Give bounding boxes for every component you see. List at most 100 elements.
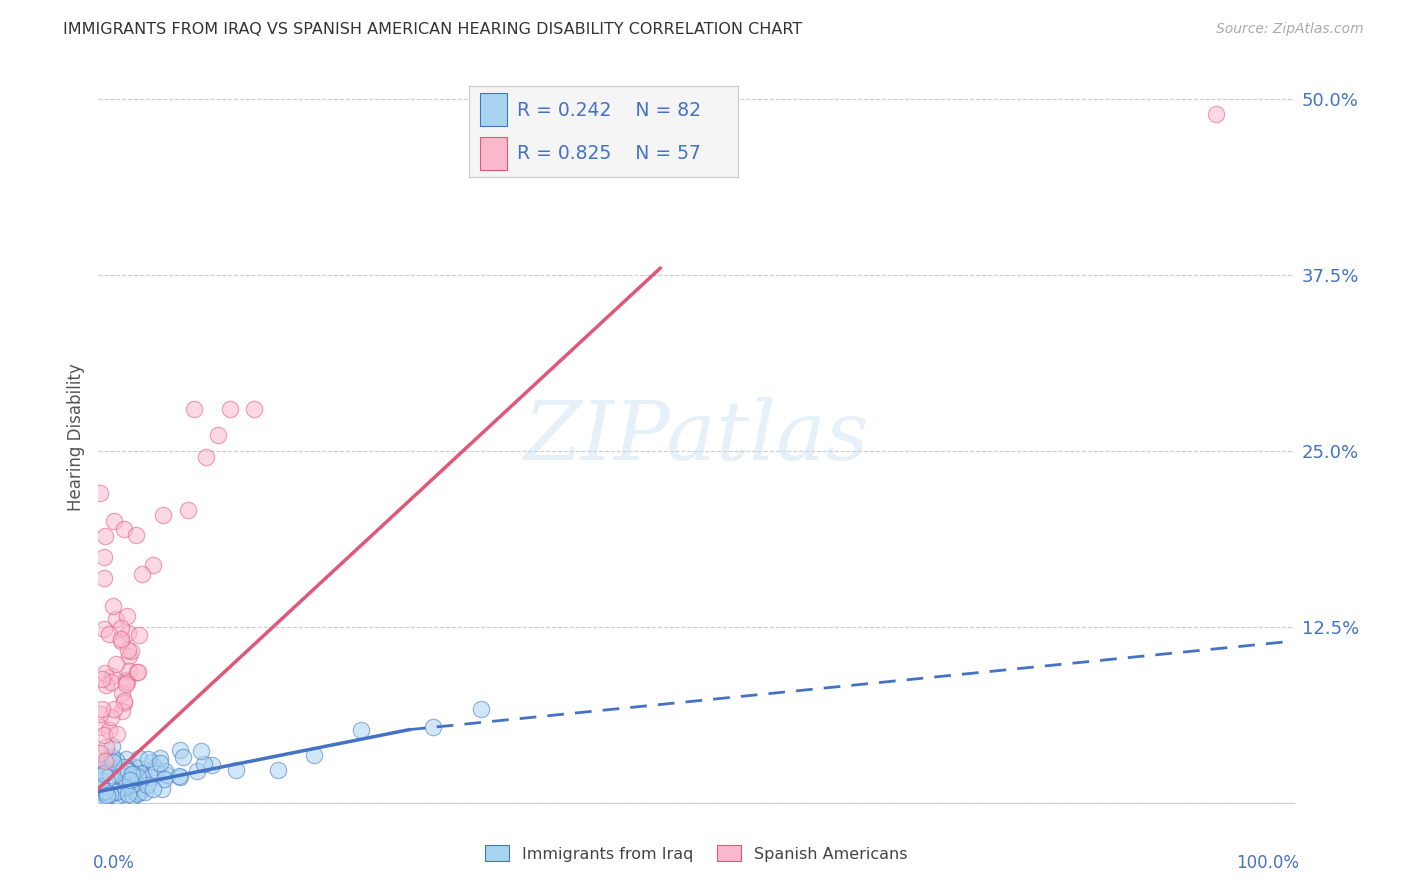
Point	[108, 769, 131, 783]
Point	[90, 720, 112, 734]
Point	[186, 764, 208, 778]
Point	[93, 765, 115, 780]
Point	[112, 694, 135, 708]
Point	[117, 787, 139, 801]
Point	[195, 450, 218, 464]
Point	[422, 720, 444, 734]
Point	[142, 558, 165, 573]
Point	[172, 750, 194, 764]
Point	[96, 740, 118, 755]
Point	[93, 766, 115, 780]
Point	[94, 678, 117, 692]
Point	[350, 723, 373, 737]
Point	[127, 665, 149, 679]
Point	[124, 759, 146, 773]
Point	[100, 753, 122, 767]
Point	[120, 644, 142, 658]
Point	[115, 752, 138, 766]
Point	[93, 767, 115, 781]
Point	[117, 643, 139, 657]
Point	[117, 625, 139, 640]
Point	[91, 702, 114, 716]
Text: 0.0%: 0.0%	[93, 854, 135, 872]
Point	[103, 756, 125, 770]
Point	[100, 753, 122, 767]
Point	[152, 508, 174, 522]
Point	[89, 774, 111, 789]
Point	[105, 785, 128, 799]
Point	[103, 515, 125, 529]
Point	[94, 754, 117, 768]
Point	[105, 753, 128, 767]
Point	[105, 726, 128, 740]
Point	[177, 502, 200, 516]
Point	[122, 789, 145, 803]
Point	[152, 772, 174, 787]
Point	[100, 739, 122, 754]
Point	[100, 674, 122, 689]
Point	[100, 710, 122, 724]
Point	[89, 746, 111, 760]
Point	[225, 764, 247, 778]
Point	[127, 770, 149, 784]
Point	[128, 785, 150, 799]
Point	[110, 766, 132, 780]
Point	[135, 778, 157, 792]
Point	[93, 665, 115, 680]
Point	[115, 763, 138, 777]
Point	[148, 756, 170, 770]
Point	[115, 609, 138, 624]
Point	[128, 751, 150, 765]
Point	[96, 789, 118, 803]
Point	[101, 764, 124, 778]
Point	[115, 677, 138, 691]
Point	[114, 780, 136, 794]
Point	[219, 401, 242, 416]
Point	[94, 784, 117, 798]
Legend: Immigrants from Iraq, Spanish Americans: Immigrants from Iraq, Spanish Americans	[478, 838, 914, 868]
Point	[104, 612, 127, 626]
Point	[90, 772, 112, 787]
Y-axis label: Hearing Disability: Hearing Disability	[66, 363, 84, 511]
Point	[141, 756, 163, 770]
Text: ZIPatlas: ZIPatlas	[523, 397, 869, 477]
Point	[115, 673, 138, 687]
Point	[110, 764, 132, 778]
Point	[142, 782, 165, 797]
Point	[243, 401, 266, 416]
Point	[169, 770, 191, 784]
Point	[96, 785, 118, 799]
Point	[94, 528, 117, 542]
Point	[118, 648, 141, 663]
Point	[90, 672, 112, 686]
Point	[98, 768, 121, 782]
Point	[96, 752, 118, 766]
Point	[98, 723, 121, 737]
Point	[118, 664, 141, 678]
Point	[101, 599, 124, 613]
Point	[94, 756, 117, 771]
Point	[89, 706, 111, 721]
Point	[1205, 106, 1227, 120]
Point	[129, 769, 152, 783]
Point	[111, 769, 134, 783]
Point	[145, 764, 167, 778]
Point	[145, 759, 167, 773]
Point	[134, 785, 156, 799]
Point	[128, 628, 150, 642]
Text: 100.0%: 100.0%	[1236, 854, 1299, 872]
Point	[115, 779, 138, 793]
Text: IMMIGRANTS FROM IRAQ VS SPANISH AMERICAN HEARING DISABILITY CORRELATION CHART: IMMIGRANTS FROM IRAQ VS SPANISH AMERICAN…	[63, 22, 803, 37]
Point	[167, 769, 190, 783]
Point	[100, 787, 122, 801]
Point	[93, 549, 115, 564]
Point	[105, 789, 128, 804]
Point	[110, 762, 132, 776]
Point	[110, 634, 132, 648]
Point	[98, 627, 121, 641]
Point	[111, 686, 134, 700]
Point	[201, 757, 224, 772]
Point	[110, 621, 132, 635]
Point	[117, 764, 139, 778]
Point	[90, 785, 112, 799]
